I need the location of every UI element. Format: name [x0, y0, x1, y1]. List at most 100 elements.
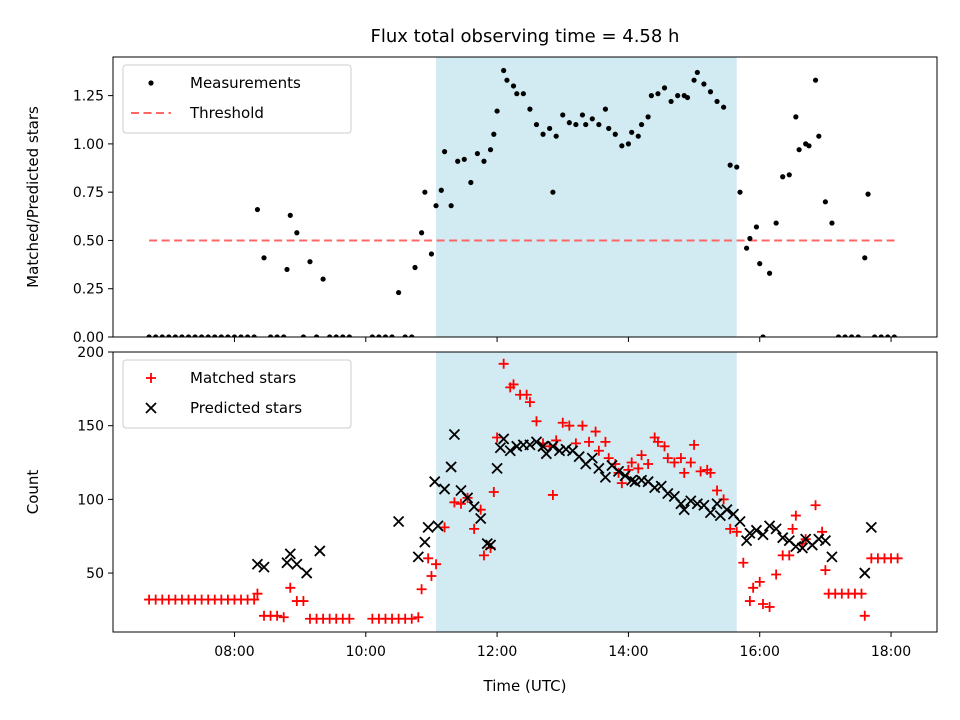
measurement-point [648, 93, 654, 99]
y-tick-label: 1.25 [73, 89, 104, 105]
predicted-point [438, 483, 451, 495]
predicted-point [412, 551, 424, 563]
measurement-point [816, 133, 822, 139]
measurement-point [872, 334, 878, 337]
measurement-point [409, 334, 415, 337]
measurement-point [645, 114, 651, 120]
measurement-point [284, 266, 290, 273]
predicted-point [547, 440, 559, 452]
predicted-point [537, 440, 549, 452]
measurement-point [635, 133, 641, 139]
legend-cross-marker [145, 402, 157, 414]
matched-point [406, 613, 417, 624]
y-tick-label: 100 [77, 492, 104, 508]
y-tick-label: 0.75 [73, 185, 104, 201]
axes-frame [112, 351, 938, 633]
matched-point [636, 450, 647, 461]
predicted-point [291, 558, 303, 570]
y-tick-label: 150 [77, 419, 104, 435]
measurement-point [829, 220, 835, 226]
bottom-panel: 50 100 150 200 08:00 10:00 12:00 14:00 16:00 18:0… [24, 345, 938, 695]
matched-point [675, 453, 686, 464]
data-points [146, 67, 897, 337]
y-tick-label: 1.00 [73, 137, 104, 153]
measurement-point [192, 334, 198, 337]
x-axis-label: Time (UTC) [483, 677, 567, 695]
predicted-point [560, 443, 572, 455]
predicted-point [251, 558, 264, 570]
matched-point [820, 565, 831, 576]
measurement-point [514, 91, 520, 97]
predicted-point [419, 536, 431, 548]
measurement-point [878, 334, 884, 337]
predicted-point [422, 521, 434, 534]
predicted-point [796, 542, 809, 554]
predicted-point [586, 452, 598, 464]
measurement-point [625, 141, 632, 147]
measurement-point [261, 255, 267, 261]
measurement-point [501, 67, 507, 74]
data-points [144, 358, 903, 624]
predicted-point [734, 515, 746, 528]
matched-point [738, 557, 749, 568]
predicted-point [790, 540, 802, 553]
legend-dot-marker [148, 80, 154, 86]
measurement-point [199, 334, 205, 337]
matched-point [249, 594, 260, 605]
measurement-point [842, 334, 848, 337]
predicted-point [612, 465, 625, 478]
matched-point [662, 453, 673, 464]
y-tick-label: 0.00 [73, 330, 104, 346]
matched-point [626, 457, 637, 468]
measurement-point [661, 85, 668, 91]
measurement-point [487, 147, 494, 153]
measurement-point [855, 334, 861, 337]
measurement-point [244, 334, 251, 337]
matched-point [705, 467, 716, 478]
measurement-point [172, 334, 178, 337]
measurement-point [533, 121, 540, 128]
matched-point [771, 569, 782, 580]
measurement-point [251, 334, 257, 337]
predicted-point [711, 498, 723, 510]
measurement-point [566, 120, 572, 126]
predicted-point [511, 440, 523, 452]
predicted-point [635, 474, 648, 486]
matched-point [725, 523, 736, 534]
measurement-point [629, 129, 635, 135]
matched-point [685, 457, 696, 468]
matched-point [449, 497, 460, 508]
measurement-point [461, 156, 467, 162]
matched-point [298, 596, 309, 607]
predicted-point [629, 476, 641, 488]
matched-point [593, 445, 604, 456]
measurement-point [491, 131, 497, 137]
measurement-point [721, 104, 727, 110]
predicted-point [777, 532, 789, 544]
predicted-point [481, 537, 493, 550]
chart-title: Flux total observing time = 4.58 h [371, 26, 680, 47]
matched-point [426, 571, 437, 581]
predicted-point [484, 539, 497, 551]
measurement-point [382, 334, 389, 337]
measurement-point [468, 179, 474, 186]
measurement-point [835, 334, 842, 337]
y-tick-label: 200 [77, 345, 104, 361]
predicted-point [678, 504, 690, 516]
measurement-point [638, 121, 645, 128]
matched-point [764, 601, 775, 612]
predicted-point [649, 481, 661, 494]
matched-point [488, 487, 499, 497]
predicted-point [475, 512, 487, 525]
measurement-point [812, 77, 819, 83]
measurement-point [822, 199, 828, 205]
y-tick-label: 0.50 [73, 233, 104, 249]
measurement-point [796, 147, 802, 153]
matched-point [859, 610, 870, 621]
predicted-point [553, 445, 566, 457]
measurement-point [602, 106, 609, 112]
measurement-point [596, 121, 602, 128]
y-tick-label: 0.25 [73, 282, 104, 298]
measurement-point [185, 334, 192, 337]
x-tick-label: 18:00 [871, 644, 911, 660]
